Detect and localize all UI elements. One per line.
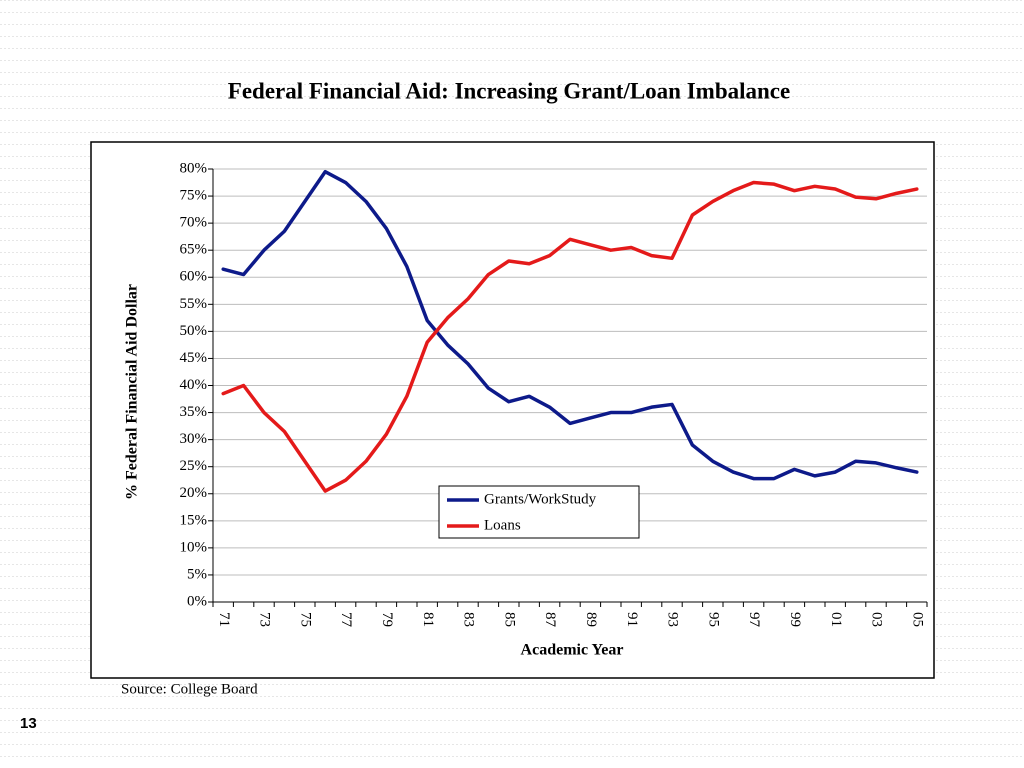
chart-title: Federal Financial Aid: Increasing Grant/… bbox=[228, 78, 790, 103]
x-tick-label: 85 bbox=[501, 612, 517, 627]
y-tick-label: 20% bbox=[180, 485, 208, 501]
x-tick-label: 03 bbox=[869, 612, 885, 627]
y-tick-label: 0% bbox=[187, 593, 207, 609]
x-tick-label: 75 bbox=[297, 612, 313, 627]
x-tick-label: 91 bbox=[624, 612, 640, 627]
y-tick-label: 25% bbox=[180, 458, 208, 474]
x-tick-label: 81 bbox=[420, 612, 436, 627]
x-tick-label: 05 bbox=[909, 612, 925, 627]
x-axis-title: Academic Year bbox=[521, 642, 624, 659]
chart-frame bbox=[90, 141, 935, 679]
y-tick-label: 45% bbox=[180, 350, 208, 366]
x-tick-label: 89 bbox=[583, 612, 599, 627]
y-tick-label: 75% bbox=[180, 188, 208, 204]
x-tick-label: 97 bbox=[746, 612, 762, 628]
x-tick-label: 71 bbox=[216, 612, 232, 627]
y-tick-label: 60% bbox=[180, 269, 208, 285]
source-note: Source: College Board bbox=[121, 681, 258, 697]
y-tick-label: 15% bbox=[180, 512, 208, 528]
page-number: 13 bbox=[20, 715, 37, 732]
y-tick-label: 5% bbox=[187, 566, 207, 582]
x-tick-label: 01 bbox=[828, 612, 844, 627]
y-tick-label: 35% bbox=[180, 404, 208, 420]
y-tick-label: 70% bbox=[180, 215, 208, 231]
legend-label: Loans bbox=[484, 517, 521, 533]
x-tick-label: 79 bbox=[379, 612, 395, 627]
y-tick-label: 50% bbox=[180, 323, 208, 339]
x-tick-label: 87 bbox=[542, 612, 558, 628]
x-tick-label: 95 bbox=[705, 612, 721, 627]
legend-label: Grants/WorkStudy bbox=[484, 491, 597, 507]
y-tick-label: 55% bbox=[180, 296, 208, 312]
legend-box bbox=[438, 485, 640, 539]
x-tick-label: 73 bbox=[257, 612, 273, 627]
x-tick-label: 93 bbox=[665, 612, 681, 627]
x-tick-label: 83 bbox=[461, 612, 477, 627]
y-tick-label: 30% bbox=[180, 431, 208, 447]
y-tick-label: 40% bbox=[180, 377, 208, 393]
series-line bbox=[221, 180, 919, 493]
x-tick-label: 77 bbox=[338, 612, 354, 628]
x-tick-label: 99 bbox=[787, 612, 803, 627]
y-tick-label: 10% bbox=[180, 539, 208, 555]
series-line bbox=[221, 169, 919, 481]
y-axis-title: % Federal Financial Aid Dollar bbox=[124, 284, 141, 500]
y-tick-label: 65% bbox=[180, 242, 208, 258]
y-tick-label: 80% bbox=[180, 160, 208, 176]
